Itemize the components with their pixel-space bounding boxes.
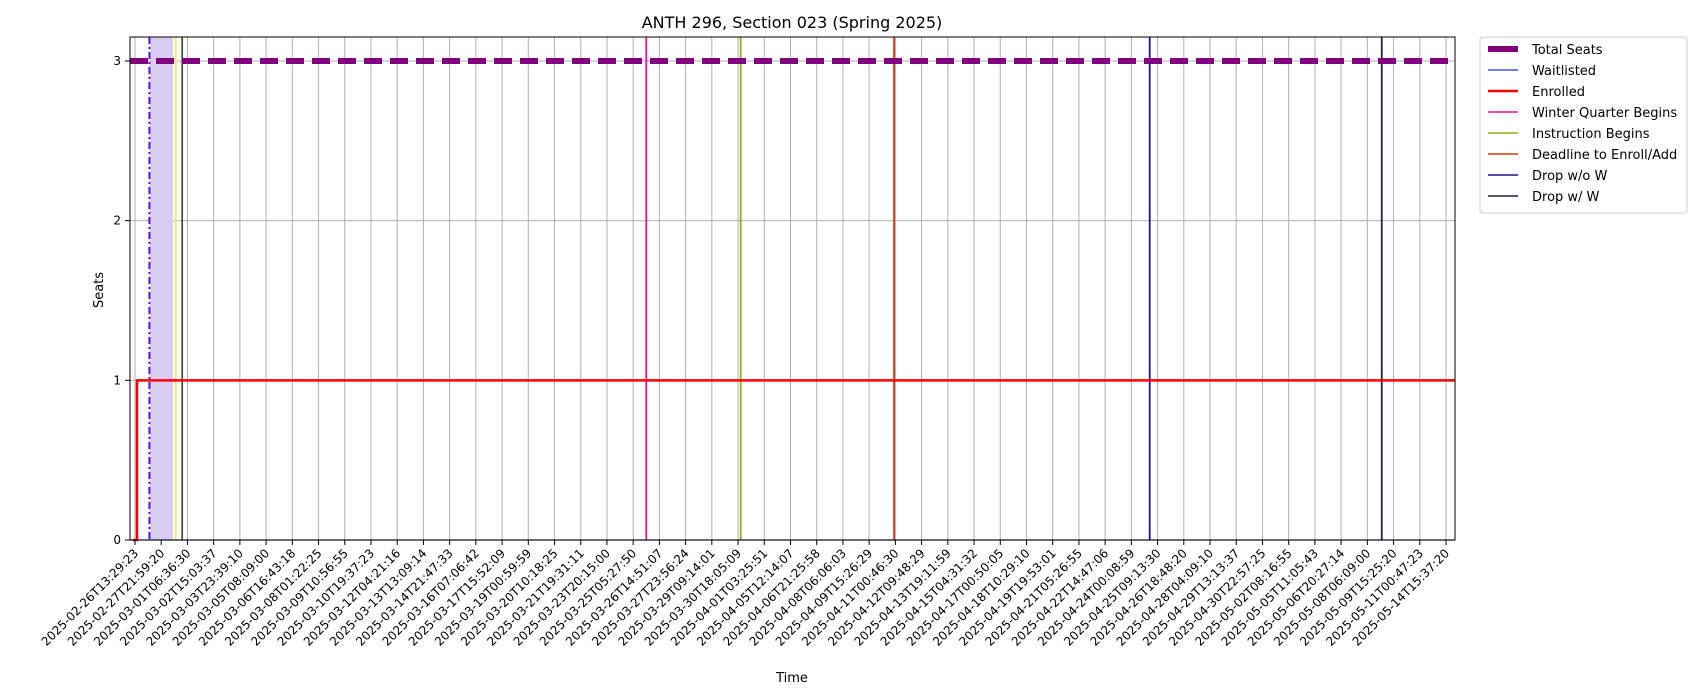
y-tick-label: 0 [113,533,121,547]
legend-label: Waitlisted [1532,64,1596,79]
legend-label: Winter Quarter Begins [1532,106,1677,121]
event-lines [645,37,1383,540]
legend-label: Instruction Begins [1532,127,1650,142]
legend: Total Seats Waitlisted Enrolled Winter Quar… [1479,36,1688,214]
legend-label: Deadline to Enroll/Add [1532,148,1677,163]
y-tick-label: 2 [113,214,121,228]
y-axis-label: Seats [92,272,107,308]
y-tick-label: 3 [113,54,121,68]
plot-frame [129,36,1456,541]
legend-box [1479,36,1688,214]
legend-label: Drop w/ W [1532,190,1600,205]
legend-label: Enrolled [1532,85,1585,100]
legend-label: Total Seats [1531,43,1603,58]
y-axis-ticks: 0 1 2 3 [113,54,130,547]
y-tick-label: 1 [113,373,121,387]
x-axis-label: Time [775,671,808,686]
shaded-band [149,37,174,540]
chart-title: ANTH 296, Section 023 (Spring 2025) [642,13,943,32]
event-band [148,37,183,540]
grid [130,37,1455,541]
legend-label: Drop w/o W [1532,169,1608,184]
